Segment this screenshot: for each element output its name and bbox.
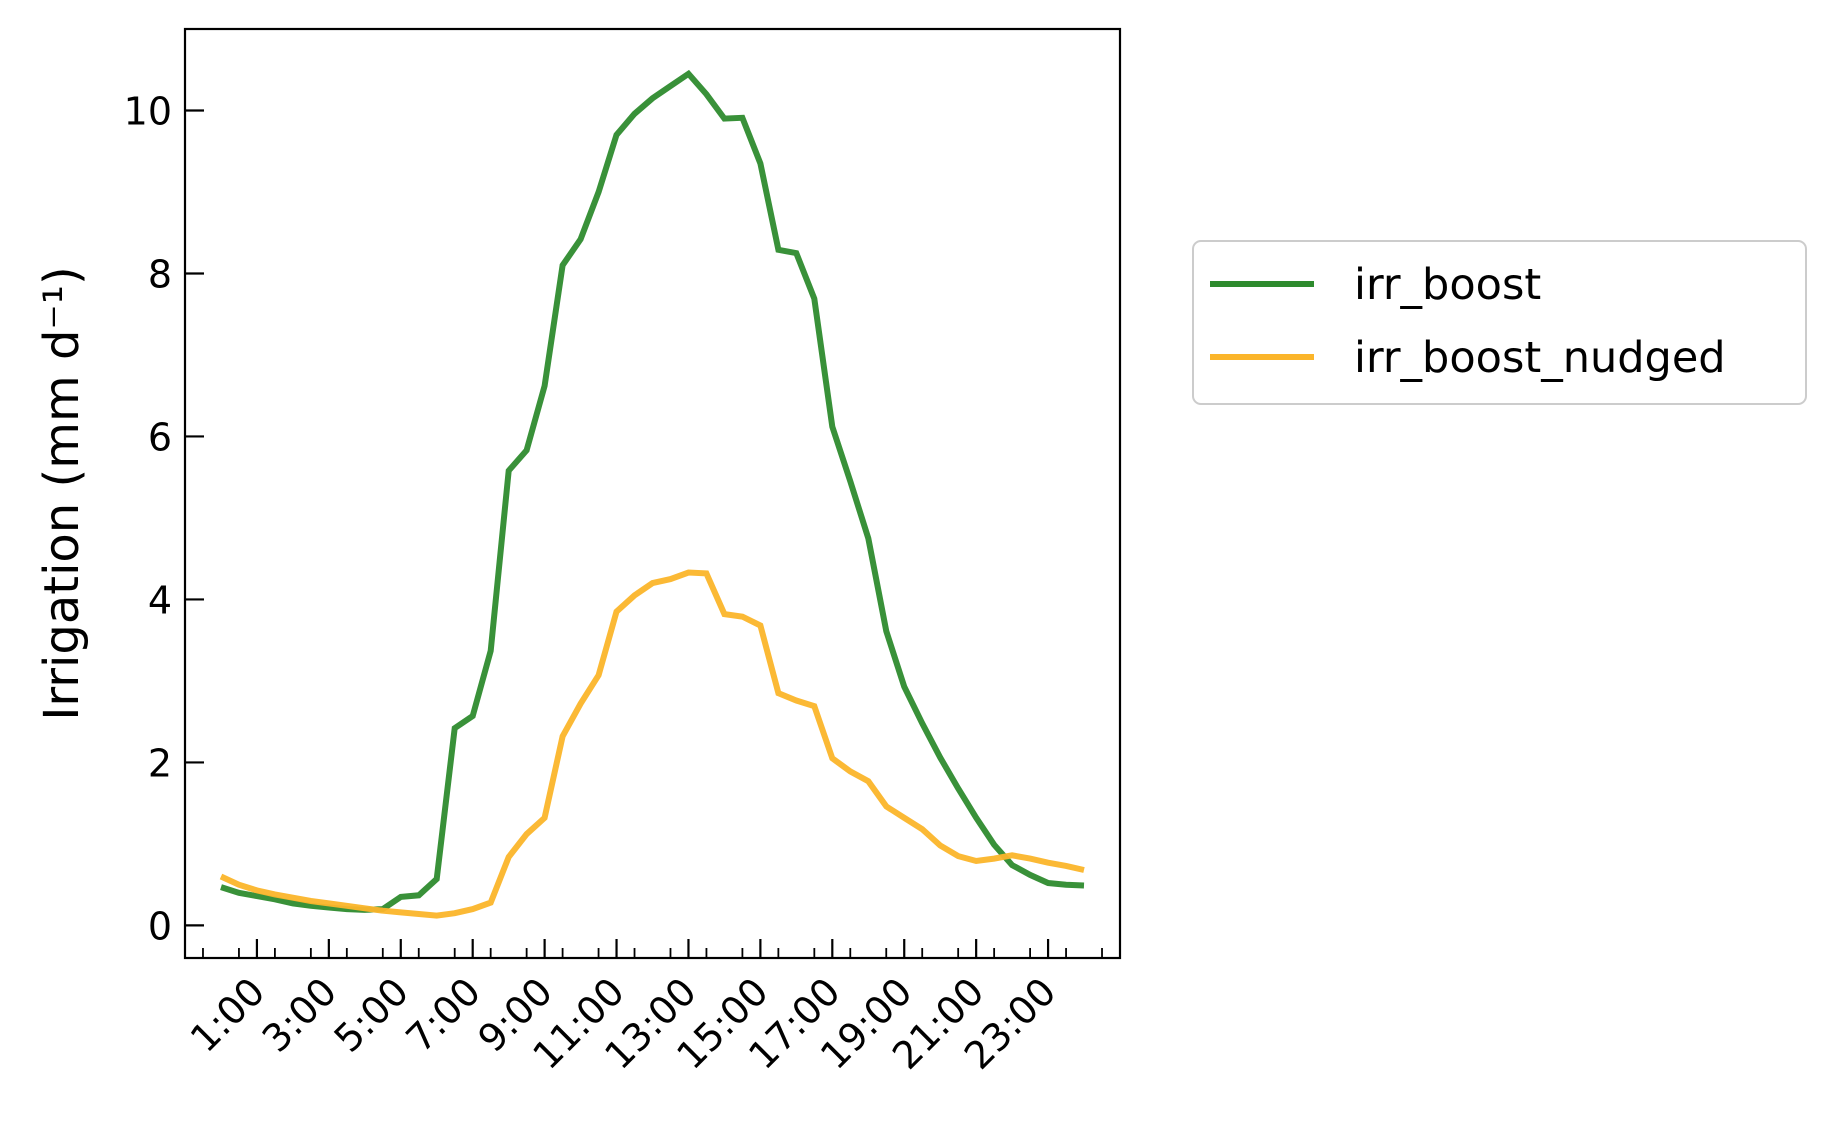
y-tick-label: 2 [148, 741, 172, 785]
y-axis-title: Irrigation (mm d⁻¹) [34, 266, 90, 720]
x-tick-label: 7:00 [398, 969, 489, 1060]
y-tick-label: 4 [148, 578, 172, 622]
y-axis: 0 2 4 6 8 10 [124, 89, 204, 948]
series-group [219, 69, 1085, 919]
y-tick-label: 8 [148, 252, 172, 296]
legend: irr_boost irr_boost_nudged [1192, 240, 1807, 405]
plot-frame [183, 27, 1122, 960]
legend-label-irr-boost-nudged: irr_boost_nudged [1354, 333, 1726, 383]
x-tick-label: 1:00 [182, 969, 273, 1060]
y-tick-label: 0 [148, 904, 172, 948]
series-line-irr-boost-nudged [219, 569, 1085, 919]
x-tick-label: 3:00 [254, 969, 345, 1060]
x-axis: 1:003:005:007:009:0011:0013:0015:0017:00… [182, 939, 1103, 1078]
y-tick-label: 6 [148, 415, 172, 459]
y-tick-label: 10 [124, 89, 172, 133]
legend-label-irr-boost: irr_boost [1354, 260, 1541, 310]
series-line-irr-boost [220, 69, 1085, 913]
legend-box [1192, 240, 1807, 405]
x-tick-label: 5:00 [326, 969, 417, 1060]
